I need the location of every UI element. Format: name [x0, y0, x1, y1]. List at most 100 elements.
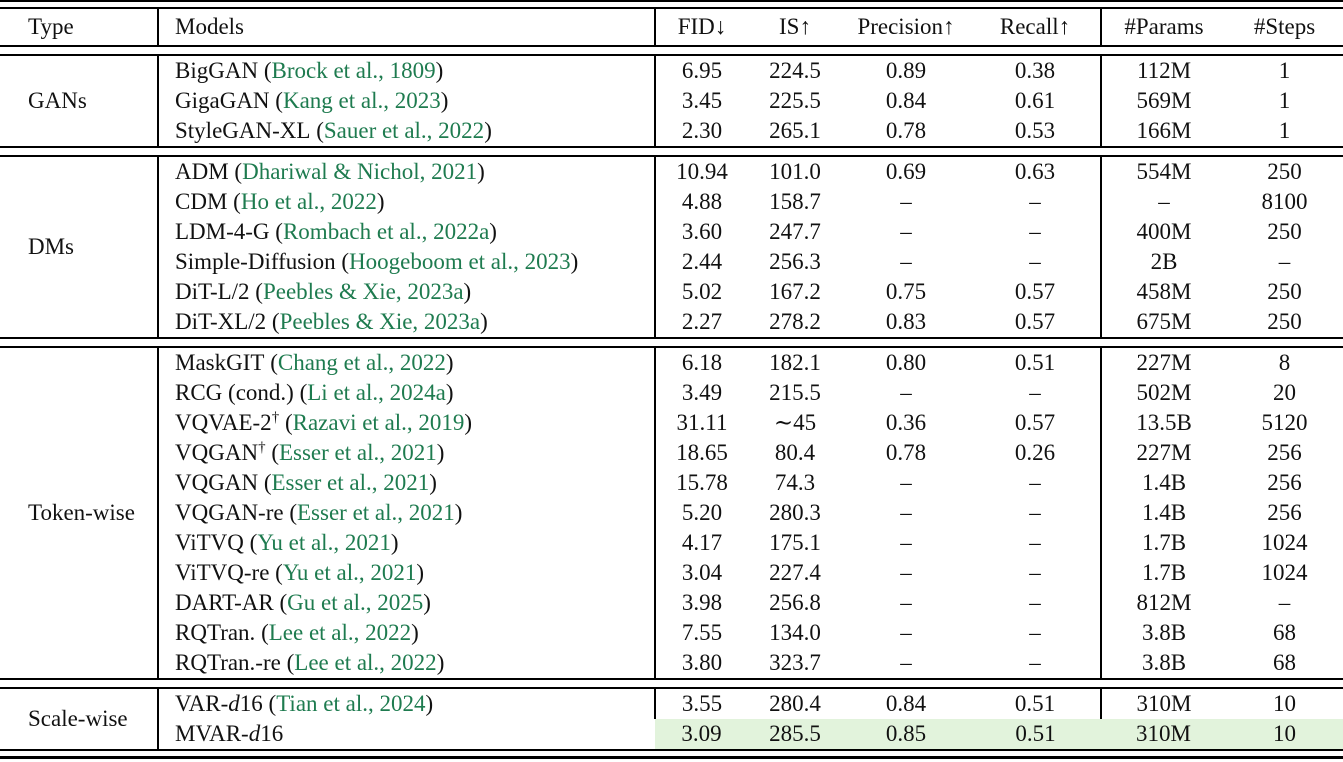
- model-name: CDM: [175, 189, 228, 214]
- steps-value: 68: [1273, 650, 1296, 675]
- steps-value: 1: [1278, 88, 1291, 113]
- citation-paren-close: ): [435, 58, 444, 83]
- steps-value: 250: [1267, 159, 1302, 184]
- citation-link[interactable]: Yu et al., 2021: [282, 560, 417, 585]
- params-value: 554M: [1100, 157, 1226, 187]
- fid-value: 4.88: [654, 187, 748, 217]
- citation-paren-close: ): [436, 650, 445, 675]
- bottom-rule-cell: [0, 749, 1343, 759]
- top-rule: [0, 0, 1343, 9]
- citation-paren-open: (: [264, 350, 278, 375]
- precision-value: 0.83: [885, 309, 927, 334]
- params-value: 675M: [1100, 307, 1226, 337]
- fid-value: 3.49: [654, 378, 748, 408]
- table-row: ViTVQ (Yu et al., 2021) 4.17 175.1 – – 1…: [0, 528, 1343, 558]
- model-name: VQGAN: [175, 440, 259, 465]
- recall-value: –: [1029, 470, 1041, 495]
- model-name: StyleGAN-XL: [175, 118, 311, 143]
- precision-value: 0.36: [885, 410, 927, 435]
- citation-link[interactable]: Peebles & Xie, 2023a: [279, 309, 481, 334]
- params-value: 2B: [1100, 247, 1226, 277]
- steps-value: 256: [1267, 500, 1302, 525]
- double-rule-line: [0, 0, 1343, 9]
- steps-value: 1: [1278, 58, 1291, 83]
- citation-link[interactable]: Esser et al., 2021: [278, 440, 437, 465]
- recall-value: 0.57: [1014, 309, 1056, 334]
- model-cell: VQVAE-2† (Razavi et al., 2019): [157, 408, 655, 438]
- citation-link[interactable]: Ho et al., 2022: [240, 189, 377, 214]
- citation-link[interactable]: Sauer et al., 2022: [323, 118, 485, 143]
- citation-link[interactable]: Esser et al., 2021: [297, 500, 455, 525]
- citation-link[interactable]: Yu et al., 2021: [257, 530, 391, 555]
- table-row: VQGAN-re (Esser et al., 2021) 5.20 280.3…: [0, 498, 1343, 528]
- recall-value: –: [1029, 590, 1041, 615]
- table-row: CDM (Ho et al., 2022) 4.88 158.7 – – – 8…: [0, 187, 1343, 217]
- citation-link[interactable]: Kang et al., 2023: [282, 88, 441, 113]
- citation-link[interactable]: Rombach et al., 2022a: [282, 219, 490, 244]
- precision-value: –: [900, 249, 912, 274]
- citation-link[interactable]: Razavi et al., 2019: [292, 410, 465, 435]
- is-value: 280.3: [769, 500, 821, 525]
- citation-paren-open: (: [258, 58, 272, 83]
- steps-value: 256: [1267, 440, 1302, 465]
- citation-paren-close: ): [390, 530, 399, 555]
- params-value: 569M: [1100, 86, 1226, 116]
- is-value: 225.5: [769, 88, 821, 113]
- citation-link[interactable]: Hoogeboom et al., 2023: [349, 249, 571, 274]
- recall-value: 0.61: [1014, 88, 1056, 113]
- is-value: 256.3: [769, 249, 821, 274]
- citation-link[interactable]: Tian et al., 2024: [276, 691, 426, 716]
- citation-link[interactable]: Gu et al., 2025: [287, 590, 424, 615]
- citation-link[interactable]: Lee et al., 2022: [294, 650, 437, 675]
- table-row: VQGAN† (Esser et al., 2021) 18.65 80.4 0…: [0, 438, 1343, 468]
- steps-value: 8100: [1261, 189, 1308, 214]
- recall-value: 0.53: [1014, 118, 1056, 143]
- fid-value: 18.65: [654, 438, 748, 468]
- column-header-models: Models: [157, 9, 655, 45]
- recall-value: 0.38: [1014, 58, 1056, 83]
- citation-link[interactable]: Chang et al., 2022: [277, 350, 446, 375]
- citation-link[interactable]: Esser et al., 2021: [271, 470, 430, 495]
- table-row: Scale-wise VAR-d16 (Tian et al., 2024) 3…: [0, 689, 1343, 731]
- column-header-precision: Precision↑: [857, 14, 955, 39]
- model-cell: DART-AR (Gu et al., 2025): [157, 588, 655, 618]
- table-row: Simple-Diffusion (Hoogeboom et al., 2023…: [0, 247, 1343, 277]
- params-value: 812M: [1100, 588, 1226, 618]
- is-value: 134.0: [769, 620, 821, 645]
- precision-value: –: [900, 219, 912, 244]
- is-value: 215.5: [769, 380, 821, 405]
- column-header-type: Type: [28, 14, 74, 39]
- fid-value: 3.55: [654, 689, 748, 719]
- fid-value: 2.44: [654, 247, 748, 277]
- model-name: MaskGIT: [175, 350, 265, 375]
- citation-link[interactable]: Dhariwal & Nichol, 2021: [242, 159, 478, 184]
- precision-value: –: [900, 470, 912, 495]
- params-value: 502M: [1100, 378, 1226, 408]
- citation-link[interactable]: Li et al., 2024a: [307, 380, 446, 405]
- citation-paren-open: (: [265, 440, 279, 465]
- citation-paren-open: (: [258, 470, 272, 495]
- citation-paren-open: (: [269, 219, 283, 244]
- model-name: VQGAN: [175, 470, 259, 495]
- model-name: BigGAN: [175, 58, 259, 83]
- recall-value: 0.51: [1014, 691, 1056, 716]
- citation-paren-open: (: [279, 410, 293, 435]
- params-value: 3.8B: [1100, 648, 1226, 678]
- section-rule-cell: [0, 678, 1343, 689]
- steps-value: 10: [1226, 719, 1343, 749]
- citation-link[interactable]: Brock et al., 1809: [271, 58, 436, 83]
- column-header-steps: #Steps: [1253, 14, 1316, 39]
- fid-value: 2.27: [654, 307, 748, 337]
- precision-value: 0.75: [885, 279, 927, 304]
- recall-value: 0.51: [970, 719, 1101, 749]
- citation-link[interactable]: Lee et al., 2022: [268, 620, 412, 645]
- precision-value: 0.85: [842, 719, 970, 749]
- recall-value: –: [1029, 249, 1041, 274]
- params-value: 1.4B: [1100, 468, 1226, 498]
- model-cell: MVAR-d16: [157, 719, 655, 749]
- params-value: 227M: [1100, 348, 1226, 378]
- steps-value: 250: [1267, 309, 1302, 334]
- citation-link[interactable]: Peebles & Xie, 2023a: [262, 279, 464, 304]
- recall-value: –: [1029, 380, 1041, 405]
- model-cell: DiT-XL/2 (Peebles & Xie, 2023a): [157, 307, 655, 337]
